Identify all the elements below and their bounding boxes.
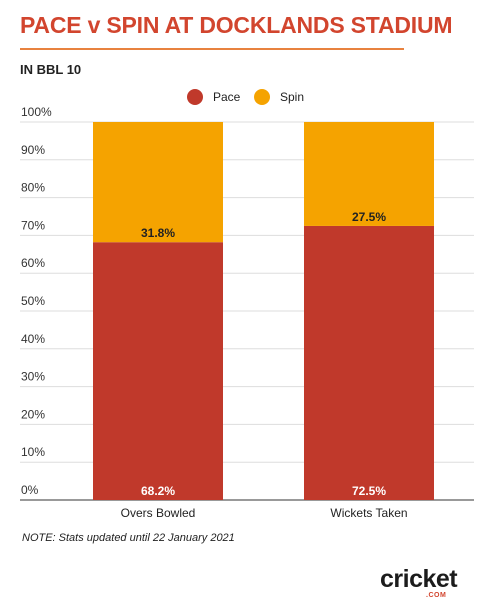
y-tick-label: 10% xyxy=(21,445,45,459)
y-tick-label: 80% xyxy=(21,181,45,195)
bar-pace xyxy=(304,225,434,500)
y-tick-label: 20% xyxy=(21,407,45,421)
legend-label: Pace xyxy=(213,90,241,104)
data-label: 72.5% xyxy=(352,484,386,498)
y-tick-label: 50% xyxy=(21,294,45,308)
y-tick-label: 100% xyxy=(21,105,52,119)
x-tick-label: Overs Bowled xyxy=(121,506,196,520)
data-label: 31.8% xyxy=(141,226,175,240)
chart-subtitle: IN BBL 10 xyxy=(20,62,82,77)
legend-marker-pace xyxy=(187,89,203,105)
y-tick-label: 40% xyxy=(21,332,45,346)
title-underline xyxy=(20,48,404,50)
legend-label: Spin xyxy=(280,90,304,104)
y-tick-label: 70% xyxy=(21,218,45,232)
y-tick-label: 60% xyxy=(21,256,45,270)
y-tick-label: 90% xyxy=(21,143,45,157)
footnote: NOTE: Stats updated until 22 January 202… xyxy=(22,532,235,544)
bar-pace xyxy=(93,242,223,501)
y-tick-label: 30% xyxy=(21,370,45,384)
cricket-com-logo: cricket .COM xyxy=(380,565,472,601)
logo-wordmark: cricket xyxy=(380,565,458,593)
data-label: 68.2% xyxy=(141,484,175,498)
bar-spin xyxy=(304,122,434,226)
logo-suffix: .COM xyxy=(426,592,447,599)
data-label: 27.5% xyxy=(352,210,386,224)
y-tick-label: 0% xyxy=(21,483,39,497)
stacked-bar-chart: 0% 10% 20% 30% 40% 50% 60% 70% 80% 90% 100% 68.2% 31… xyxy=(20,89,474,520)
chart-title: PACE v SPIN AT DOCKLANDS STADIUM xyxy=(20,12,453,38)
x-tick-label: Wickets Taken xyxy=(330,506,407,520)
legend-marker-spin xyxy=(254,89,270,105)
bar-spin xyxy=(93,122,223,243)
